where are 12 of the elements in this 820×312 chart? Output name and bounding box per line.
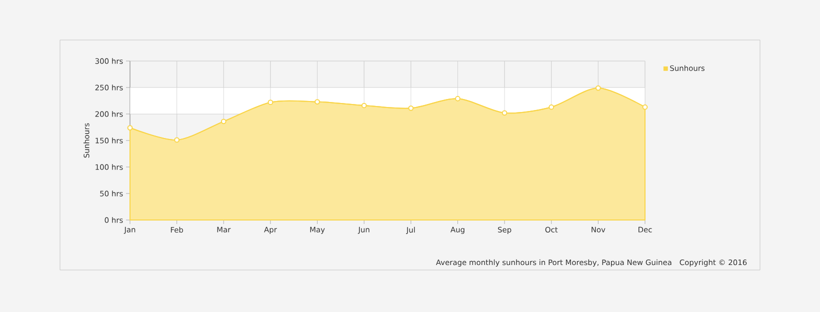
point [455, 96, 460, 102]
point [174, 137, 180, 143]
point [268, 100, 274, 106]
point [361, 102, 367, 108]
point [314, 99, 320, 105]
point [502, 110, 508, 116]
point [595, 85, 601, 91]
point [642, 104, 648, 110]
point [408, 105, 414, 111]
point [548, 104, 554, 110]
point [220, 118, 226, 124]
point [127, 125, 133, 130]
